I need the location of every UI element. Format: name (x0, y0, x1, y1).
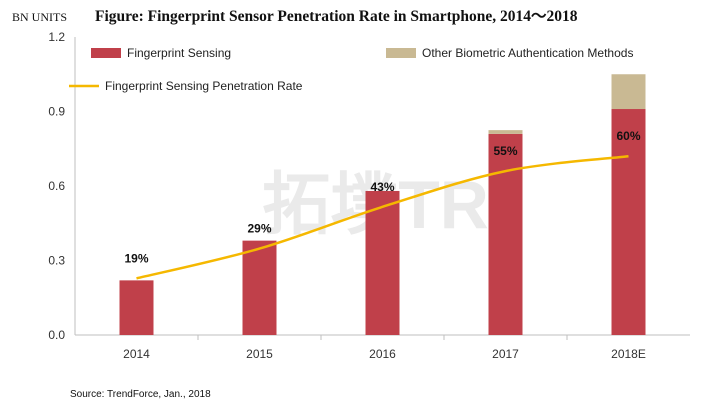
source-note: Source: TrendForce, Jan., 2018 (70, 389, 211, 400)
x-tick-label: 2017 (492, 347, 519, 361)
y-tick-label: 0.0 (48, 328, 65, 342)
x-tick-label: 2015 (246, 347, 273, 361)
y-tick-label: 0.3 (48, 254, 65, 268)
penetration-rate-line (136, 154, 629, 280)
chart-title: Figure: Fingerprint Sensor Penetration R… (95, 8, 578, 25)
other-biometric-bar (611, 74, 646, 110)
y-axis-unit-label: BN UNITS (12, 10, 67, 24)
fingerprint-sensing-bar (488, 133, 523, 335)
penetration-rate-label: 60% (616, 129, 640, 143)
fingerprint-sensing-bar (242, 240, 277, 335)
fingerprint-sensing-bar (365, 190, 400, 335)
other-biometric-bar (488, 130, 523, 134)
x-tick-label: 2018E (611, 347, 646, 361)
y-tick-label: 0.6 (48, 179, 65, 193)
legend-label-other-biometric: Other Biometric Authentication Methods (422, 46, 633, 60)
penetration-rate-label: 43% (370, 180, 394, 194)
fingerprint-sensing-bar (119, 280, 154, 335)
penetration-rate-label: 55% (493, 144, 517, 158)
penetration-rate-label: 29% (247, 222, 271, 236)
x-tick-label: 2016 (369, 347, 396, 361)
x-tick-label: 2014 (123, 347, 150, 361)
fingerprint-sensing-bar (611, 109, 646, 336)
legend: Fingerprint Sensing Other Biometric Authe… (69, 46, 633, 93)
legend-label-fingerprint-sensing: Fingerprint Sensing (127, 46, 231, 60)
legend-swatch-fingerprint-sensing (91, 48, 121, 58)
bars-group (119, 74, 646, 336)
y-tick-label: 0.9 (48, 105, 65, 119)
legend-label-penetration-rate: Fingerprint Sensing Penetration Rate (105, 79, 303, 93)
y-tick-label: 1.2 (48, 30, 65, 44)
legend-swatch-other-biometric (386, 48, 416, 58)
penetration-line-group: 19% 29% 43% 55% 60% (124, 129, 641, 280)
penetration-rate-label: 19% (124, 251, 148, 265)
